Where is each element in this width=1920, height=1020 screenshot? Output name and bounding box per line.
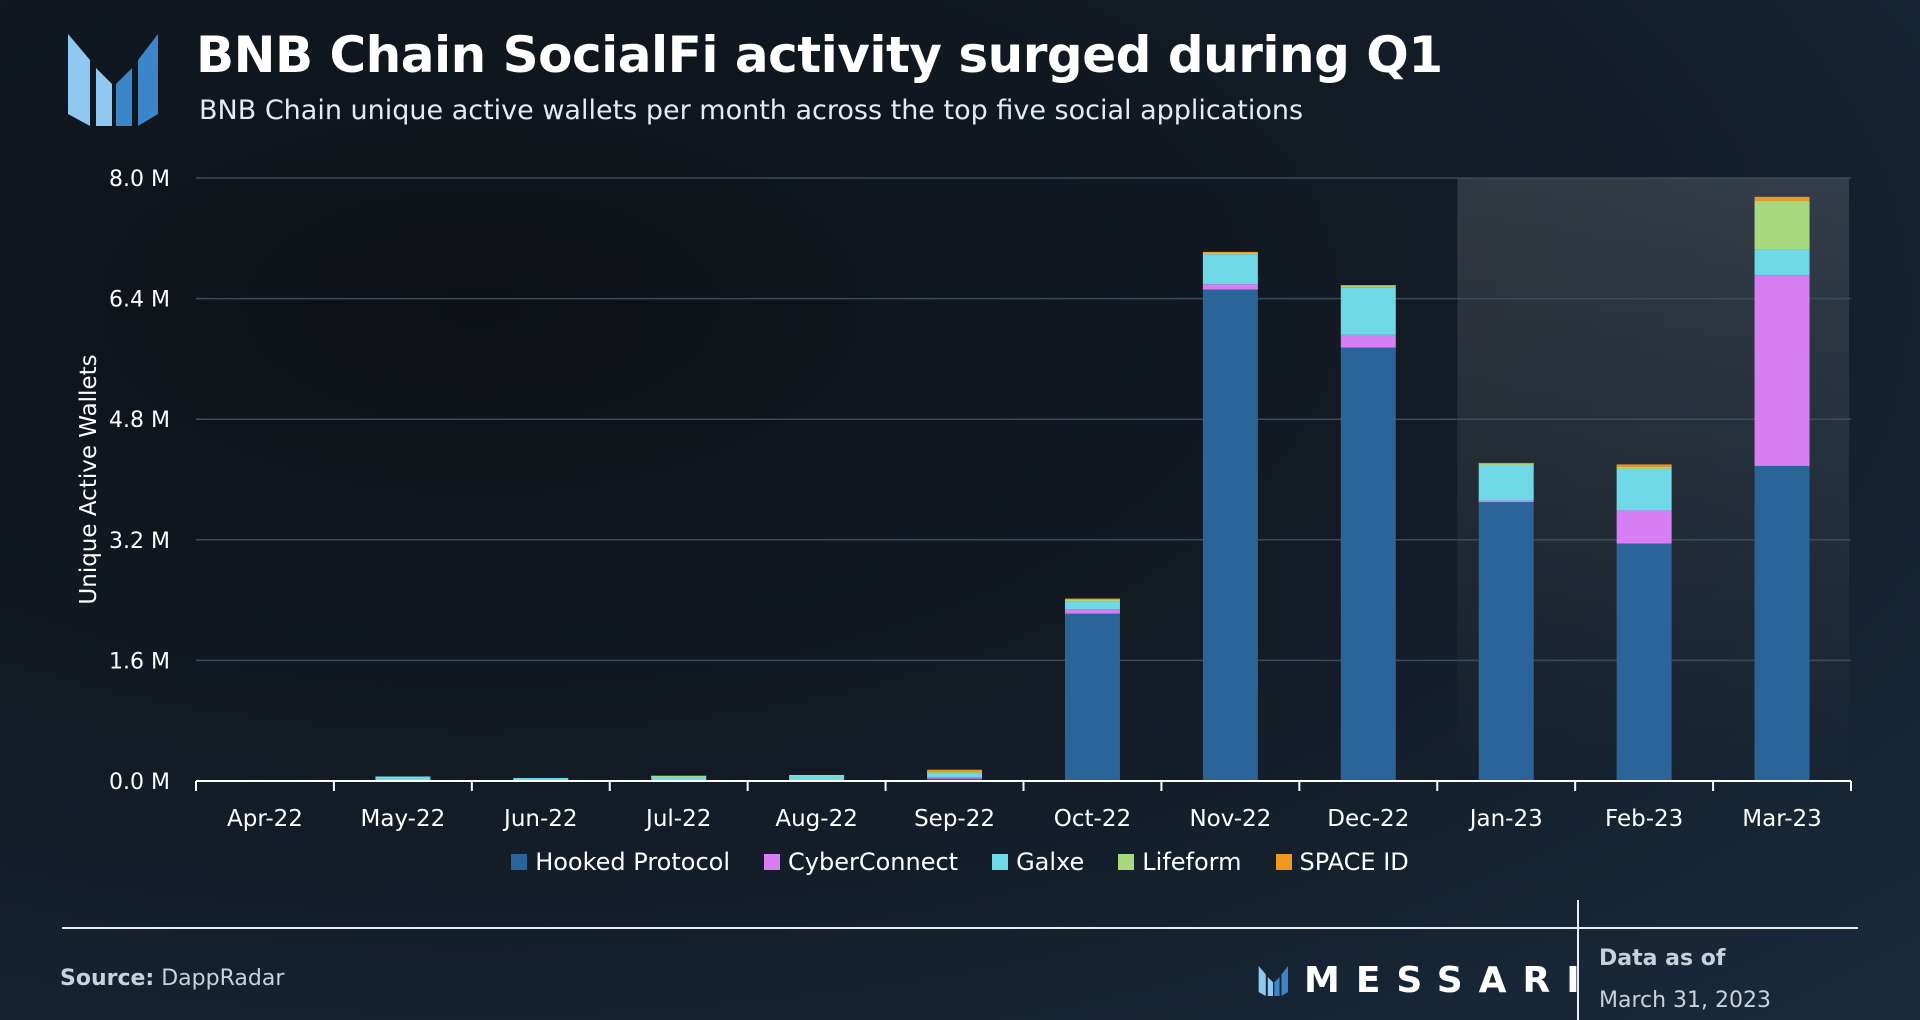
bar-segment <box>1340 287 1396 335</box>
source-value: DappRadar <box>161 966 285 991</box>
bar-segment <box>1340 285 1396 288</box>
x-tick-label: Feb-23 <box>1605 806 1683 832</box>
messari-logo-icon <box>68 34 158 126</box>
x-tick-label: Apr-22 <box>227 806 303 832</box>
bar-segment <box>1754 200 1810 250</box>
logo-mid-right-bar <box>116 68 132 126</box>
y-tick-label: 6.4 M <box>109 288 170 313</box>
y-tick-label: 1.6 M <box>109 649 170 674</box>
footer-vertical-divider <box>1577 900 1579 1020</box>
source-label: Source: <box>60 966 155 991</box>
footer-divider-line <box>62 927 1858 929</box>
y-tick-label: 0.0 M <box>109 770 170 795</box>
brand-icon-bar-3 <box>1274 976 1280 996</box>
bar-segment <box>1478 462 1534 465</box>
legend-item-hooked-protocol: Hooked Protocol <box>511 848 730 876</box>
bar-segment <box>1202 251 1258 254</box>
legend-label-lifeform: Lifeform <box>1142 848 1242 876</box>
x-tick-label: Oct-22 <box>1054 806 1131 832</box>
bar-segment <box>1064 599 1120 602</box>
bar-segment <box>927 771 983 773</box>
chart-subtitle: BNB Chain unique active wallets per mont… <box>199 95 1304 126</box>
bar-segment <box>1754 249 1810 276</box>
legend-item-galxe: Galxe <box>992 848 1084 876</box>
bar-segment <box>1064 598 1120 600</box>
legend-label-hooked-protocol: Hooked Protocol <box>535 848 731 876</box>
chart-title: BNB Chain SocialFi activity surged durin… <box>196 26 1443 84</box>
messari-wordmark: MESSARI <box>1304 960 1596 1001</box>
x-tick-label: Jan-23 <box>1468 806 1543 832</box>
bar-segment <box>1064 601 1120 610</box>
bar-segment <box>1616 468 1672 511</box>
bar-segment <box>1754 275 1810 466</box>
bar-segment <box>1616 543 1672 781</box>
stacked-bar-chart: 0.0 M 1.6 M 3.2 M 4.8 M 6.4 M 8.0 M Unique Act… <box>76 167 1851 832</box>
bar-segment <box>1616 510 1672 544</box>
bar-segment <box>513 777 569 781</box>
x-tick-label: May-22 <box>361 806 446 832</box>
legend-swatch-space-id <box>1275 854 1292 870</box>
bar-segment <box>1202 254 1258 285</box>
data-as-of-label: Data as of <box>1599 946 1726 971</box>
bar-segment <box>1202 252 1258 255</box>
x-tick-label: Sep-22 <box>914 806 995 832</box>
brand-icon-bar-4 <box>1281 965 1288 996</box>
y-axis-label: Unique Active Wallets <box>76 354 102 604</box>
bar-segment <box>1478 463 1534 465</box>
brand-icon-bar-2 <box>1267 976 1273 996</box>
bar-segment <box>1754 465 1810 781</box>
data-as-of-date: March 31, 2023 <box>1599 988 1772 1013</box>
legend-swatch-hooked-protocol <box>511 854 528 870</box>
bar-segment <box>1478 500 1534 503</box>
logo-left-bar <box>68 34 90 126</box>
messari-brand-icon <box>1258 965 1288 996</box>
bar-segment <box>1202 284 1258 290</box>
bar-segment <box>1478 464 1534 501</box>
bar-segment <box>375 776 431 781</box>
bar-segment <box>927 777 983 779</box>
y-tick-label: 4.8 M <box>109 408 170 433</box>
bar-segment <box>1616 464 1672 467</box>
bar-segment <box>927 772 983 778</box>
legend-item-lifeform: Lifeform <box>1118 848 1242 876</box>
bar-segment <box>1616 466 1672 469</box>
bar-segment <box>1340 285 1396 287</box>
bar-segment <box>1340 347 1396 781</box>
x-tick-label: Jul-22 <box>644 806 711 832</box>
bar-segment <box>927 778 983 781</box>
x-tick-label: Mar-23 <box>1742 806 1822 832</box>
x-tick-label: Dec-22 <box>1327 806 1409 832</box>
source-note: Source: DappRadar <box>60 966 284 991</box>
bar-segment <box>789 774 845 777</box>
x-tick-label: Aug-22 <box>775 806 857 832</box>
y-tick-label: 8.0 M <box>109 167 170 192</box>
logo-right-bar <box>138 34 158 126</box>
legend-label-space-id: SPACE ID <box>1299 848 1409 876</box>
x-tick-label: Nov-22 <box>1189 806 1271 832</box>
bar-segment <box>651 776 707 781</box>
bar-segment <box>1202 289 1258 781</box>
bar-segment <box>1754 196 1810 201</box>
logo-mid-left-bar <box>96 68 112 126</box>
legend-label-galxe: Galxe <box>1016 848 1085 876</box>
bar-segment <box>1064 613 1120 781</box>
legend-label-cyberconnect: CyberConnect <box>788 848 959 876</box>
legend-swatch-galxe <box>992 854 1009 870</box>
legend-item-cyberconnect: CyberConnect <box>764 848 958 876</box>
legend-item-space-id: SPACE ID <box>1275 848 1409 876</box>
chart-legend: Hooked Protocol CyberConnect Galxe Lifef… <box>0 848 1920 876</box>
bar-segment <box>1064 609 1120 614</box>
messari-brand: MESSARI <box>1256 960 1596 1001</box>
legend-swatch-lifeform <box>1118 854 1135 870</box>
y-tick-label: 3.2 M <box>109 529 170 554</box>
brand-icon-bar-1 <box>1258 965 1266 996</box>
x-tick-label: Jun-22 <box>502 806 578 832</box>
legend-swatch-cyberconnect <box>764 854 781 870</box>
bar-segment <box>651 775 707 777</box>
bar-segment <box>1340 334 1396 348</box>
bar-segment <box>1478 502 1534 781</box>
bar-segment <box>789 775 845 781</box>
bar-segment <box>927 769 983 772</box>
